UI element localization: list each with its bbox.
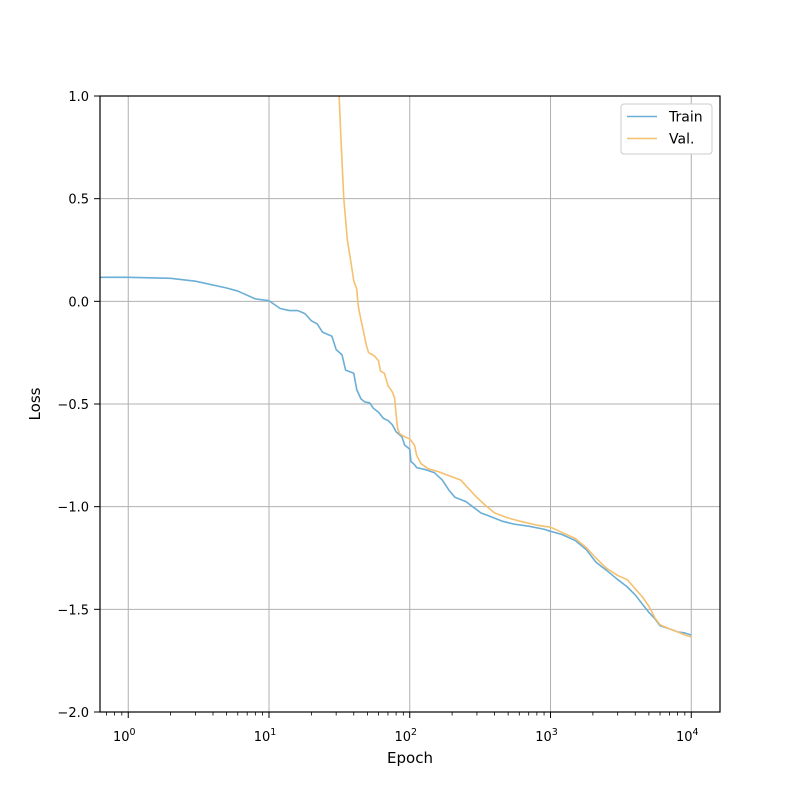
legend-label-train: Train xyxy=(668,110,703,126)
y-tick-label: 0.0 xyxy=(68,295,89,310)
y-tick-label: −1.5 xyxy=(57,603,89,618)
x-tick-label: 103 xyxy=(535,727,558,745)
y-tick-label: 0.5 xyxy=(68,193,89,208)
grid xyxy=(100,95,720,713)
series-line-val xyxy=(338,96,692,638)
y-tick-label: 1.0 xyxy=(68,90,89,105)
plot-frame xyxy=(99,95,721,713)
y-axis-label: Loss xyxy=(26,387,44,420)
series-group xyxy=(100,96,692,638)
legend-label-val: Val. xyxy=(669,132,694,148)
y-tick-label: −0.5 xyxy=(57,398,89,413)
y-tick-label: −2.0 xyxy=(57,706,89,721)
x-axis-label: Epoch xyxy=(387,749,433,767)
series-line-train xyxy=(100,276,692,636)
x-tick-label: 102 xyxy=(394,727,417,745)
legend: Train Val. xyxy=(620,103,713,155)
ticks: 1.0 0.5 0.0 −0.5 −1.0 −1.5 −2.0 100 101 102 103 104 xyxy=(57,90,698,745)
y-tick-label: −1.0 xyxy=(57,501,89,516)
x-tick-label: 101 xyxy=(254,727,277,745)
x-tick-label: 104 xyxy=(676,727,699,745)
x-tick-label: 100 xyxy=(113,727,136,745)
